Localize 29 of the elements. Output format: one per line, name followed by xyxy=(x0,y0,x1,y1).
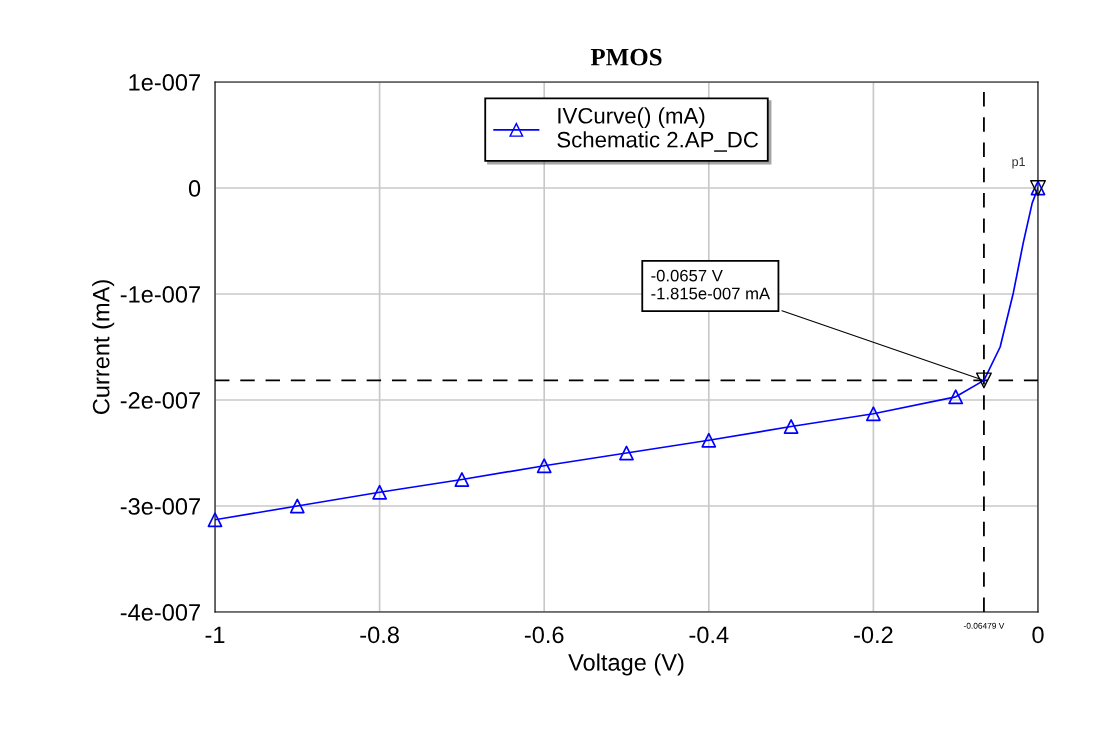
point xyxy=(948,389,964,405)
point xyxy=(783,419,799,434)
y-axis-title: Current (mA) xyxy=(92,280,115,415)
x-axis-title: Voltage (V) xyxy=(568,653,684,676)
point xyxy=(207,512,223,528)
legend-label: IVCurve() (mA) Schematic 2.AP_DC xyxy=(557,107,759,152)
annotation: p1 xyxy=(1012,157,1025,169)
chart-title: PMOS xyxy=(590,48,662,66)
point xyxy=(619,445,634,461)
x-tick-label: -0.2 xyxy=(854,626,893,644)
point xyxy=(454,472,470,487)
point xyxy=(289,498,305,514)
x-tick-label: -0.4 xyxy=(689,626,729,644)
point xyxy=(536,458,552,474)
point xyxy=(372,484,388,500)
x-tick-label: -0.8 xyxy=(360,626,399,644)
y-tick-label: -1e-007 xyxy=(120,286,200,303)
ref-line-label: -0.06479 V xyxy=(963,622,1005,629)
y-tick-label: -4e-007 xyxy=(120,604,200,621)
y-tick-label: -2e-007 xyxy=(120,392,200,409)
x-tick-label: 0 xyxy=(1032,626,1044,644)
point xyxy=(865,406,881,422)
point xyxy=(701,432,717,448)
x-tick-label: -0.6 xyxy=(524,626,564,644)
x-tick-label: -1 xyxy=(205,626,225,643)
y-tick-label: -3e-007 xyxy=(120,498,200,515)
y-tick-label: 0 xyxy=(188,180,201,197)
y-tick-label: 1e-007 xyxy=(129,74,200,91)
annotation: -0.0657 V -1.815e-007 mA xyxy=(651,269,771,300)
